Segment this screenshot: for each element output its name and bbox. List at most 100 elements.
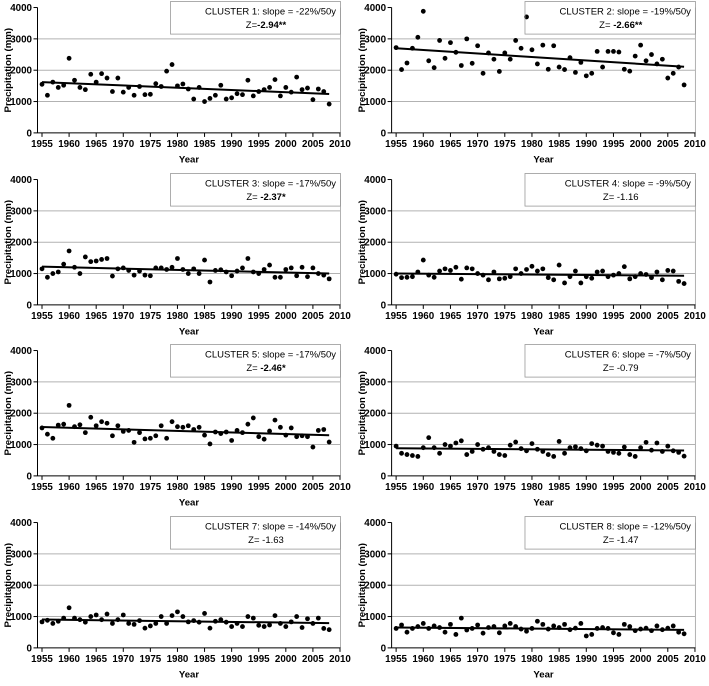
data-point	[164, 435, 170, 441]
data-point	[524, 266, 529, 272]
data-point	[240, 430, 245, 436]
data-point	[475, 270, 481, 276]
cluster-slope-label: CLUSTER 1: slope = -22%/50y	[205, 7, 336, 18]
data-point	[496, 275, 502, 281]
x-tick-label: 1985	[194, 653, 216, 664]
data-point	[77, 422, 83, 428]
data-point	[82, 254, 88, 259]
data-point	[431, 623, 437, 628]
data-point	[545, 452, 551, 457]
data-point	[534, 61, 540, 67]
data-point	[589, 275, 595, 281]
data-point	[110, 89, 115, 94]
data-point	[115, 616, 121, 622]
data-point	[611, 272, 616, 278]
data-point	[72, 77, 77, 83]
x-tick-label: 2005	[657, 653, 679, 664]
x-tick-label: 1955	[385, 310, 407, 321]
data-point	[583, 73, 589, 79]
data-point	[234, 268, 240, 273]
data-point	[426, 625, 432, 631]
x-tick-label: 2000	[630, 482, 652, 493]
z-statistic-label: Z= -2.66**	[599, 20, 642, 31]
cluster-6-panel: 0 1000 2000 3000 4000 1955 1960 1965 1970 1975 198…	[354, 343, 709, 515]
data-point	[88, 71, 94, 77]
data-point	[93, 79, 99, 85]
data-point	[534, 446, 540, 452]
data-point	[299, 624, 305, 630]
y-tick-label: 3000	[364, 549, 386, 560]
data-point	[158, 613, 164, 619]
data-point	[681, 630, 687, 636]
data-point	[458, 276, 464, 282]
data-point	[681, 280, 687, 286]
data-point	[420, 257, 426, 262]
data-point	[310, 620, 316, 626]
x-tick-label: 1965	[85, 139, 107, 150]
data-point	[448, 621, 453, 627]
data-point	[45, 431, 50, 437]
data-point	[410, 453, 415, 458]
data-point	[126, 267, 132, 273]
data-point	[305, 85, 310, 91]
data-point	[529, 263, 535, 269]
cluster-8-panel: 0 1000 2000 3000 4000 1955 1960 1965 1970 1975 198…	[354, 515, 709, 686]
data-point	[399, 622, 404, 627]
x-tick-label: 2005	[657, 310, 679, 321]
data-point	[442, 442, 448, 447]
data-point	[545, 626, 551, 631]
y-tick-label: 3000	[364, 377, 386, 388]
y-tick-label: 4000	[10, 3, 32, 14]
data-point	[131, 92, 137, 98]
data-point	[88, 613, 94, 619]
x-tick-label: 1995	[603, 482, 625, 493]
x-tick-label: 2005	[302, 482, 324, 493]
data-point	[191, 617, 197, 623]
data-point	[540, 42, 546, 48]
data-point	[551, 276, 557, 282]
data-point	[632, 273, 638, 279]
x-tick-label: 1960	[58, 482, 80, 493]
data-points	[393, 435, 687, 459]
data-point	[529, 441, 535, 447]
data-point	[55, 422, 61, 428]
data-point	[442, 629, 448, 635]
x-tick-label: 2000	[630, 653, 652, 664]
data-point	[442, 55, 448, 61]
data-point	[55, 85, 61, 90]
data-point	[294, 613, 300, 619]
data-point	[315, 270, 321, 276]
x-tick-label: 1990	[221, 139, 243, 150]
data-point	[616, 631, 622, 637]
data-point	[88, 414, 94, 420]
data-point	[321, 272, 327, 278]
data-point	[294, 272, 300, 278]
data-point	[99, 71, 104, 77]
data-point	[643, 58, 649, 64]
data-point	[567, 273, 573, 279]
data-point	[326, 626, 332, 632]
x-axis-title: Year	[533, 497, 554, 508]
data-point	[82, 619, 88, 625]
data-point	[169, 419, 175, 425]
data-point	[431, 445, 437, 451]
data-point	[66, 248, 72, 253]
y-tick-label: 2000	[10, 237, 32, 248]
x-tick-label: 2000	[630, 310, 652, 321]
data-point	[665, 625, 671, 631]
x-tick-label: 2005	[302, 310, 324, 321]
x-tick-label: 2010	[329, 482, 351, 493]
data-point	[632, 627, 638, 633]
data-point	[605, 449, 611, 454]
data-point	[218, 616, 224, 622]
data-point	[261, 436, 267, 442]
data-point	[45, 617, 50, 623]
y-tick-label: 4000	[364, 3, 386, 14]
data-point	[305, 615, 310, 621]
x-tick-label: 1955	[31, 653, 53, 664]
data-point	[229, 272, 235, 278]
data-point	[480, 630, 486, 636]
data-point	[99, 616, 104, 622]
x-tick-label: 1990	[221, 482, 243, 493]
x-tick-label: 1960	[412, 653, 434, 664]
